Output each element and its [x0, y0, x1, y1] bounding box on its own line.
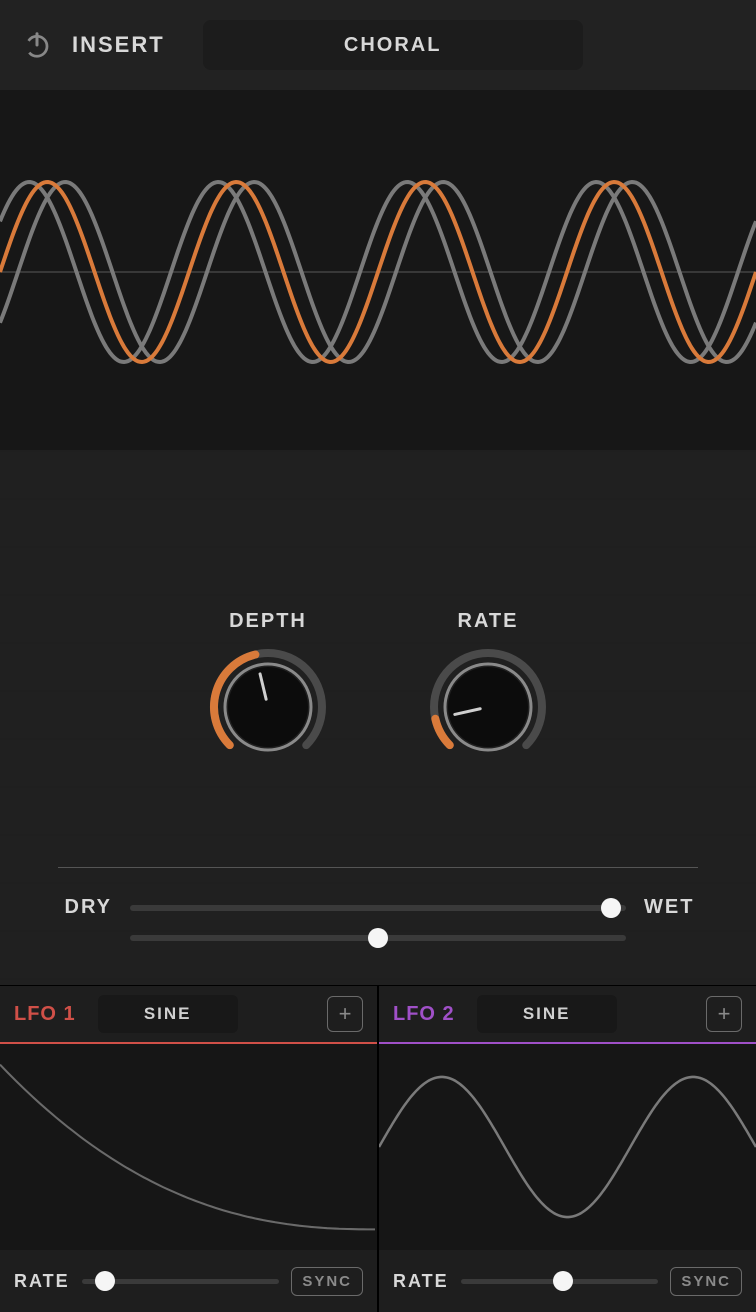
wet-label: WET — [644, 896, 698, 919]
dry-wet-thumb[interactable] — [601, 898, 621, 918]
lfo1-sync-button[interactable]: SYNC — [291, 1267, 363, 1296]
lfo2-panel: LFO 2 SINE + RATE SYNC — [377, 986, 756, 1312]
depth-knob[interactable] — [208, 647, 328, 767]
lfo2-sync-button[interactable]: SYNC — [670, 1267, 742, 1296]
depth-knob-wrap: DEPTH — [208, 610, 328, 767]
lfo2-add-button[interactable]: + — [706, 996, 742, 1032]
lfo1-wave-display[interactable] — [0, 1044, 377, 1250]
lfo1-shape-label: SINE — [144, 1004, 192, 1024]
lfo1-rate-slider[interactable] — [82, 1279, 280, 1284]
mix-sliders: DRY WET — [58, 867, 698, 957]
lfo1-header: LFO 1 SINE + — [0, 986, 377, 1044]
rate-label: RATE — [458, 610, 519, 633]
plus-icon: + — [718, 1001, 731, 1027]
preset-name: CHORAL — [344, 34, 442, 57]
lfo1-shape-selector[interactable]: SINE — [98, 995, 238, 1033]
plus-icon: + — [339, 1001, 352, 1027]
knobs-row: DEPTH RATE — [208, 610, 548, 767]
lfo2-title: LFO 2 — [393, 1003, 455, 1026]
preset-selector[interactable]: CHORAL — [203, 20, 583, 70]
lfo1-rate-label: RATE — [14, 1271, 70, 1292]
lfo2-rate-label: RATE — [393, 1271, 449, 1292]
rate-knob-wrap: RATE — [428, 610, 548, 767]
lfo2-rate-thumb[interactable] — [553, 1271, 573, 1291]
power-icon — [22, 30, 52, 60]
controls-section: DEPTH RATE DRY WET — [0, 450, 756, 985]
width-row — [58, 935, 698, 941]
dry-wet-slider[interactable] — [130, 905, 626, 911]
lfo2-wave-display[interactable] — [379, 1044, 756, 1250]
width-thumb[interactable] — [368, 928, 388, 948]
depth-label: DEPTH — [229, 610, 307, 633]
dry-wet-row: DRY WET — [58, 896, 698, 919]
dry-label: DRY — [58, 896, 112, 919]
lfo2-rate-slider[interactable] — [461, 1279, 659, 1284]
lfo-row: LFO 1 SINE + RATE SYNC LFO 2 SINE — [0, 985, 756, 1312]
lfo2-shape-label: SINE — [523, 1004, 571, 1024]
power-button[interactable] — [20, 28, 54, 62]
lfo2-shape-selector[interactable]: SINE — [477, 995, 617, 1033]
lfo1-bottom: RATE SYNC — [0, 1250, 377, 1312]
rate-knob[interactable] — [428, 647, 548, 767]
lfo2-sync-label: SYNC — [681, 1273, 731, 1290]
lfo1-title: LFO 1 — [14, 1003, 76, 1026]
lfo1-sync-label: SYNC — [302, 1273, 352, 1290]
lfo2-bottom: RATE SYNC — [379, 1250, 756, 1312]
lfo1-rate-thumb[interactable] — [95, 1271, 115, 1291]
width-slider[interactable] — [130, 935, 626, 941]
insert-label: INSERT — [72, 32, 165, 58]
header-bar: INSERT CHORAL — [0, 0, 756, 90]
waveform-display — [0, 90, 756, 450]
lfo1-panel: LFO 1 SINE + RATE SYNC — [0, 986, 377, 1312]
lfo2-header: LFO 2 SINE + — [379, 986, 756, 1044]
lfo1-add-button[interactable]: + — [327, 996, 363, 1032]
